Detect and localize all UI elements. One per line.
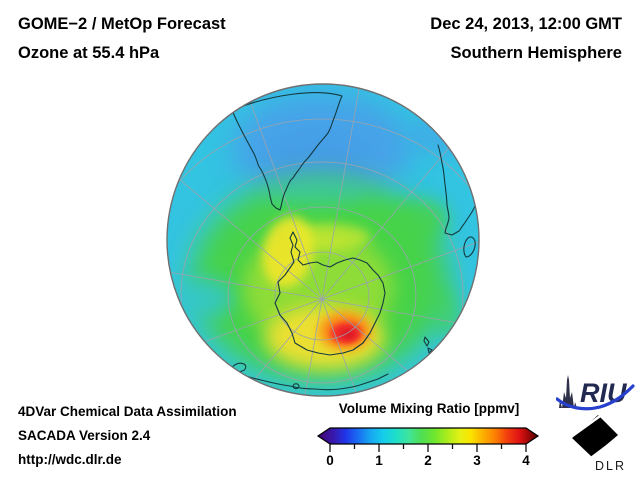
colorbar-ticks	[329, 444, 527, 452]
credit-line-assimilation: 4DVar Chemical Data Assimilation	[18, 404, 237, 419]
credit-line-url: http://wdc.dlr.de	[18, 452, 122, 467]
colorbar-tick-labels: 0 1 2 3 4	[326, 453, 530, 467]
coastline-madagascar	[463, 236, 476, 258]
cathedral-icon	[559, 375, 577, 408]
colorbar: 0 1 2 3 4	[314, 419, 544, 467]
header-left: GOME−2 / MetOp Forecast Ozone at 55.4 hP…	[18, 10, 226, 68]
colorbar-title: Volume Mixing Ratio [ppmv]	[338, 401, 520, 416]
ozone-globe-map	[166, 83, 480, 397]
coastline-south-america	[231, 92, 343, 211]
header-right: Dec 24, 2013, 12:00 GMT Southern Hemisph…	[430, 10, 622, 68]
ozone-field-green-se	[427, 282, 463, 338]
ozone-field-cyan-soften	[266, 179, 370, 205]
colorbar-tick-label-2: 2	[424, 453, 432, 467]
forecast-datetime: Dec 24, 2013, 12:00 GMT	[430, 15, 622, 33]
river-swoosh-icon	[556, 384, 635, 411]
ozone-field-blue-patch3	[410, 115, 479, 155]
hemisphere-label: Southern Hemisphere	[450, 44, 622, 62]
footer-credits: 4DVar Chemical Data Assimilation SACADA …	[18, 400, 237, 472]
credit-line-version: SACADA Version 2.4	[18, 428, 151, 443]
dlr-logo-text: DLR	[595, 459, 626, 473]
riu-logo: RIU	[556, 372, 636, 414]
colorbar-tick-label-1: 1	[375, 453, 383, 467]
coastline-antarctica	[274, 231, 386, 356]
coastline-island-south	[292, 383, 300, 390]
colorbar-svg: 0 1 2 3 4	[316, 427, 540, 467]
colorbar-tick-label-4: 4	[522, 453, 530, 467]
coastlines	[221, 92, 477, 391]
forecast-level: Ozone at 55.4 hPa	[18, 44, 160, 62]
dlr-logo-svg: DLR	[566, 414, 626, 473]
graticule-parallels	[167, 118, 479, 396]
ozone-field-cyan-notch	[182, 278, 234, 318]
riu-logo-text: RIU	[580, 378, 628, 408]
ozone-field-yellow-top	[290, 224, 370, 250]
globe-rim	[166, 83, 480, 397]
coastline-africa	[437, 144, 477, 236]
dlr-emblem-icon	[566, 414, 624, 463]
ozone-field-green-ne	[361, 199, 449, 257]
dlr-logo: DLR	[566, 414, 638, 474]
riu-logo-svg: RIU	[556, 375, 635, 411]
globe-svg	[166, 83, 480, 397]
ozone-field-red-core	[340, 328, 356, 340]
coastline-new-zealand	[423, 336, 433, 354]
forecast-title: GOME−2 / MetOp Forecast	[18, 15, 226, 33]
colorbar-tick-label-3: 3	[473, 453, 481, 467]
colorbar-gradient-bar	[316, 427, 540, 445]
colorbar-tick-label-0: 0	[326, 453, 334, 467]
